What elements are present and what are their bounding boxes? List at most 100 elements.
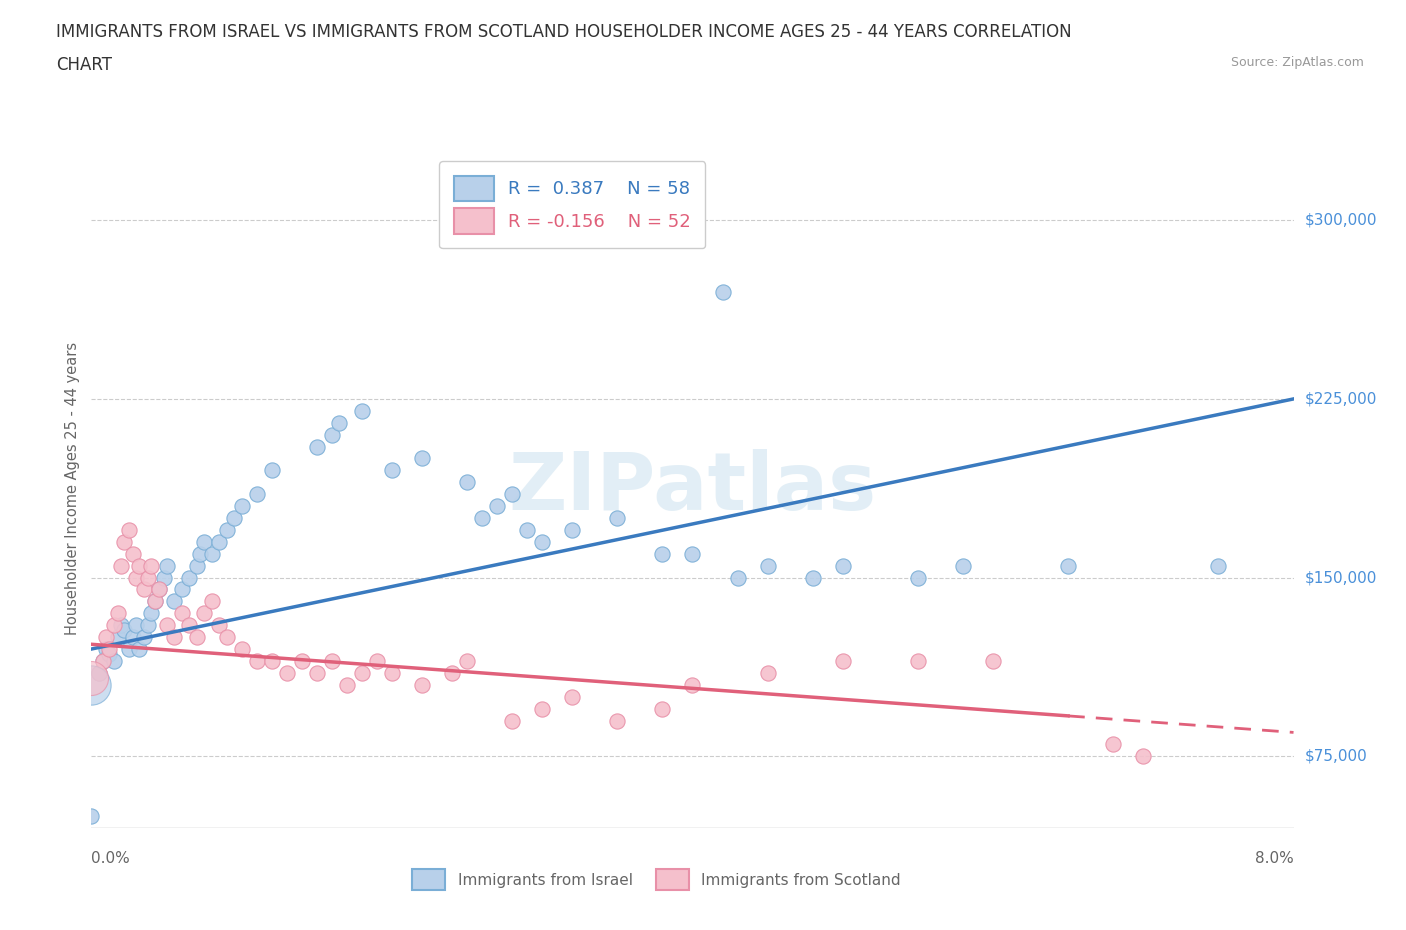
Point — [246, 486, 269, 501]
Point — [132, 630, 155, 644]
Point — [177, 570, 200, 585]
Point — [305, 439, 328, 454]
Point — [981, 654, 1004, 669]
Legend: Immigrants from Israel, Immigrants from Scotland: Immigrants from Israel, Immigrants from … — [404, 861, 908, 898]
Point — [246, 654, 269, 669]
Point — [163, 630, 186, 644]
Point — [336, 677, 359, 692]
Point — [831, 654, 853, 669]
Point — [711, 285, 734, 299]
Point — [148, 582, 170, 597]
Point — [1208, 558, 1230, 573]
Point — [128, 558, 150, 573]
Point — [801, 570, 824, 585]
Point — [155, 618, 177, 632]
Point — [321, 654, 343, 669]
Point — [201, 546, 224, 561]
Point — [80, 671, 103, 685]
Point — [87, 666, 110, 681]
Point — [118, 642, 141, 657]
Point — [128, 642, 150, 657]
Point — [93, 654, 115, 669]
Point — [681, 546, 703, 561]
Point — [186, 558, 208, 573]
Text: $300,000: $300,000 — [1305, 213, 1376, 228]
Point — [681, 677, 703, 692]
Point — [114, 622, 136, 637]
Point — [177, 618, 200, 632]
Point — [276, 666, 298, 681]
Text: 0.0%: 0.0% — [91, 851, 131, 866]
Text: 8.0%: 8.0% — [1254, 851, 1294, 866]
Point — [651, 701, 673, 716]
Point — [103, 654, 125, 669]
Point — [727, 570, 749, 585]
Point — [260, 654, 283, 669]
Point — [516, 523, 538, 538]
Point — [103, 618, 125, 632]
Point — [152, 570, 174, 585]
Point — [93, 654, 115, 669]
Point — [148, 582, 170, 597]
Text: ZIPatlas: ZIPatlas — [509, 449, 876, 527]
Point — [411, 677, 433, 692]
Point — [125, 618, 148, 632]
Point — [193, 605, 215, 620]
Point — [486, 498, 509, 513]
Point — [350, 666, 373, 681]
Text: CHART: CHART — [56, 56, 112, 73]
Point — [125, 570, 148, 585]
Point — [122, 630, 145, 644]
Point — [231, 642, 253, 657]
Point — [188, 546, 211, 561]
Point — [531, 701, 554, 716]
Point — [163, 594, 186, 609]
Point — [141, 558, 163, 573]
Point — [366, 654, 388, 669]
Point — [87, 666, 110, 681]
Point — [98, 646, 121, 661]
Point — [831, 558, 853, 573]
Point — [80, 677, 103, 692]
Point — [440, 666, 463, 681]
Text: Source: ZipAtlas.com: Source: ZipAtlas.com — [1230, 56, 1364, 69]
Point — [471, 511, 494, 525]
Point — [291, 654, 314, 669]
Text: IMMIGRANTS FROM ISRAEL VS IMMIGRANTS FROM SCOTLAND HOUSEHOLDER INCOME AGES 25 - : IMMIGRANTS FROM ISRAEL VS IMMIGRANTS FRO… — [56, 23, 1071, 41]
Point — [141, 605, 163, 620]
Point — [118, 523, 141, 538]
Point — [193, 535, 215, 550]
Text: $150,000: $150,000 — [1305, 570, 1376, 585]
Point — [260, 463, 283, 478]
Point — [381, 666, 404, 681]
Point — [201, 594, 224, 609]
Point — [1132, 749, 1154, 764]
Point — [952, 558, 974, 573]
Point — [80, 808, 103, 823]
Point — [1102, 737, 1125, 751]
Point — [756, 666, 779, 681]
Point — [132, 582, 155, 597]
Point — [561, 523, 583, 538]
Point — [756, 558, 779, 573]
Text: $75,000: $75,000 — [1305, 749, 1368, 764]
Point — [110, 558, 132, 573]
Point — [456, 475, 478, 490]
Point — [224, 511, 246, 525]
Point — [231, 498, 253, 513]
Point — [305, 666, 328, 681]
Point — [651, 546, 673, 561]
Point — [501, 713, 523, 728]
Point — [96, 642, 118, 657]
Y-axis label: Householder Income Ages 25 - 44 years: Householder Income Ages 25 - 44 years — [65, 341, 80, 635]
Point — [350, 404, 373, 418]
Point — [110, 618, 132, 632]
Point — [321, 427, 343, 442]
Point — [107, 630, 129, 644]
Point — [143, 594, 166, 609]
Point — [606, 511, 628, 525]
Point — [907, 570, 929, 585]
Point — [96, 630, 118, 644]
Point — [531, 535, 554, 550]
Point — [456, 654, 478, 669]
